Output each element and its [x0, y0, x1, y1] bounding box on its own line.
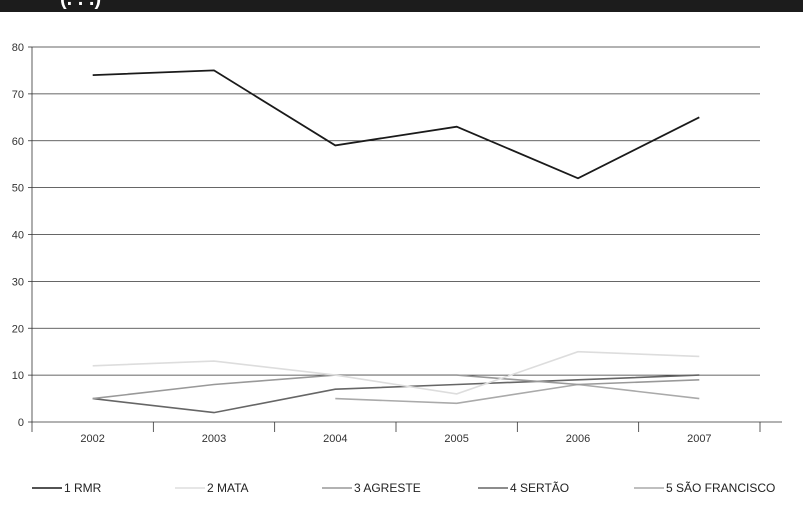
- series-line-5: [335, 383, 700, 405]
- y-tick-label-80: 80: [12, 42, 24, 54]
- x-tick-label-2007: 2007: [687, 433, 711, 445]
- series-line-4: [92, 374, 700, 414]
- series-line-3: [92, 374, 700, 400]
- y-tick-label-20: 20: [12, 323, 24, 335]
- legend-label-3: 3 AGRESTE: [354, 481, 421, 495]
- chart-series: [92, 69, 700, 414]
- y-tick-label-10: 10: [12, 370, 24, 382]
- top-title-bar-text: (. . .): [60, 0, 101, 11]
- y-tick-label-40: 40: [12, 230, 24, 242]
- series-line-1: [92, 69, 700, 180]
- y-axis-ticks: 0 10 20 30 40 50 60 70 80: [12, 42, 32, 429]
- y-tick-label-60: 60: [12, 136, 24, 148]
- x-tick-label-2005: 2005: [444, 433, 468, 445]
- legend-label-2: 2 MATA: [207, 481, 249, 495]
- y-tick-label-0: 0: [18, 417, 24, 429]
- x-tick-label-2004: 2004: [323, 433, 347, 445]
- chart-legend: 1 RMR 2 MATA 3 AGRESTE 4 SERTÃO 5 SÃO FRANCI…: [32, 481, 775, 495]
- grid-lines: [32, 46, 760, 376]
- top-title-bar: (. . .): [0, 0, 803, 12]
- x-tick-label-2002: 2002: [80, 433, 104, 445]
- legend-label-1: 1 RMR: [64, 481, 102, 495]
- x-axis-ticks: 2002 2003 2004 2005 2006 2007: [31, 422, 761, 445]
- y-tick-label-70: 70: [12, 89, 24, 101]
- series-line-2: [92, 350, 700, 395]
- x-tick-label-2006: 2006: [566, 433, 590, 445]
- legend-label-4: 4 SERTÃO: [510, 481, 569, 495]
- y-tick-label-50: 50: [12, 183, 24, 195]
- legend-label-5: 5 SÃO FRANCISCO: [666, 481, 775, 495]
- y-tick-label-30: 30: [12, 276, 24, 288]
- x-tick-label-2003: 2003: [202, 433, 226, 445]
